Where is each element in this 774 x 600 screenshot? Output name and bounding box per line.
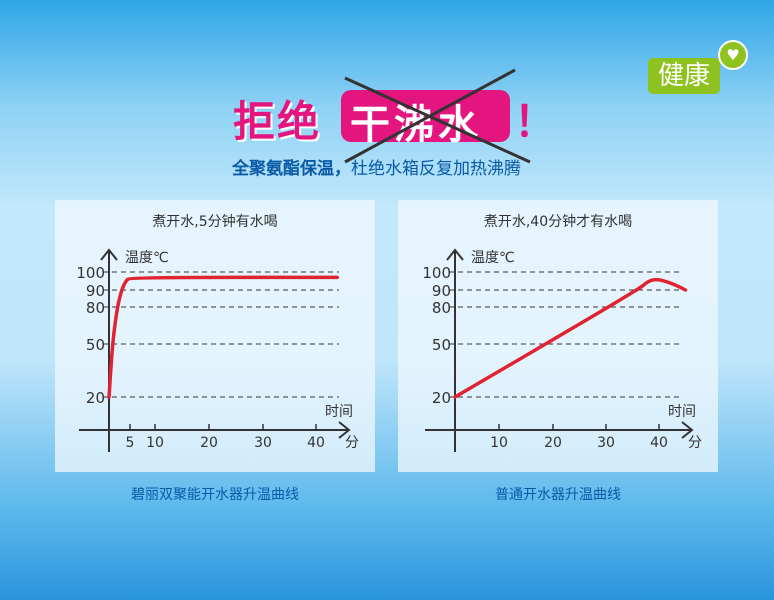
- y-tick-label: 50: [432, 336, 451, 354]
- y-tick-label: 20: [432, 389, 451, 407]
- x-tick-label: 30: [597, 435, 615, 451]
- x-tick-label: 5: [126, 435, 135, 451]
- x-tick-label: 30: [254, 435, 272, 451]
- x-tick-label: 10: [146, 435, 164, 451]
- y-axis-label: 温度℃: [471, 250, 515, 266]
- x-tick-label: 20: [200, 435, 218, 451]
- temperature-curve: [107, 275, 339, 399]
- y-tick-label: 50: [86, 336, 105, 354]
- y-tick-label: 20: [86, 389, 105, 407]
- chart-caption-left: 碧丽双聚能开水器升温曲线: [131, 487, 299, 503]
- x-axis-arrow: [681, 421, 694, 439]
- subtitle: 全聚氨酯保温，杜绝水箱反复加热沸腾: [232, 154, 521, 179]
- x-tick-label: 40: [650, 435, 668, 451]
- y-tick-label: 90: [86, 282, 105, 300]
- x-tick-label: 20: [544, 435, 562, 451]
- x-axis-label: 时间: [325, 404, 353, 420]
- chart-title: 煮开水,40分钟才有水喝: [484, 213, 632, 230]
- health-badge: 健康: [648, 58, 720, 94]
- y-axis-arrow: [100, 248, 118, 261]
- chart-title: 煮开水,5分钟有水喝: [152, 213, 277, 230]
- cross-mark: [344, 68, 516, 164]
- x-axis-unit: 分: [345, 435, 359, 451]
- x-axis-label: 时间: [668, 404, 696, 420]
- y-axis-arrow: [446, 248, 464, 261]
- x-axis-arrow: [338, 421, 351, 439]
- subtitle-bold: 全聚氨酯保温，: [232, 159, 351, 179]
- x-tick-label: 40: [307, 435, 325, 451]
- y-axis-label: 温度℃: [125, 250, 169, 266]
- heart-icon: ♥: [718, 40, 748, 70]
- x-tick-label: 10: [490, 435, 508, 451]
- chart-caption-right: 普通开水器升温曲线: [495, 487, 621, 503]
- temperature-curve: [453, 277, 688, 399]
- subtitle-rest: 杜绝水箱反复加热沸腾: [351, 159, 521, 179]
- y-tick-label: 100: [422, 264, 451, 282]
- y-tick-label: 80: [432, 299, 451, 317]
- cross-mark: [344, 76, 531, 164]
- headline-prefix: 拒绝: [233, 97, 322, 146]
- y-tick-label: 100: [76, 264, 105, 282]
- headline-suffix: ！: [514, 97, 557, 146]
- y-tick-label: 90: [432, 282, 451, 300]
- x-axis-unit: 分: [688, 435, 702, 451]
- y-tick-label: 80: [86, 299, 105, 317]
